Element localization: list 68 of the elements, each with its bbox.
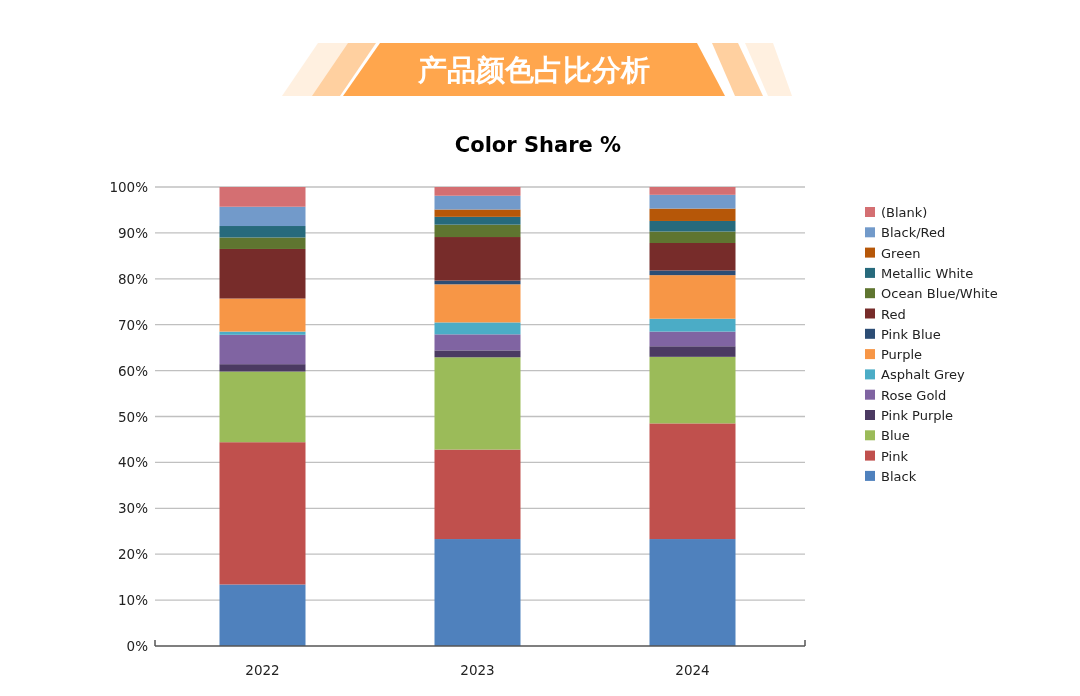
legend-label: Green — [881, 245, 921, 261]
bar — [219, 187, 306, 207]
y-tick-label: 20% — [117, 546, 149, 563]
bar — [649, 243, 736, 271]
bar — [434, 334, 521, 351]
bar — [649, 194, 736, 209]
legend-label: Asphalt Grey — [881, 367, 966, 383]
bar — [434, 237, 521, 281]
bar — [649, 356, 736, 424]
bar — [649, 187, 736, 195]
bar — [434, 195, 521, 210]
bar — [219, 226, 306, 238]
y-tick-label: 60% — [117, 362, 149, 379]
legend-label: Rose Gold — [881, 387, 947, 403]
y-tick-label: 30% — [117, 500, 149, 517]
y-tick-label: 90% — [117, 224, 149, 241]
y-tick-label: 70% — [117, 316, 149, 333]
y-tick-label: 40% — [117, 454, 149, 471]
bar — [219, 206, 306, 227]
bar — [434, 357, 521, 450]
bar — [219, 298, 306, 332]
bar — [434, 216, 521, 225]
x-tick-label: 2024 — [675, 662, 710, 678]
bar — [649, 346, 736, 357]
legend-label: Pink Blue — [881, 326, 941, 342]
y-tick-label: 100% — [109, 179, 149, 195]
legend-label: (Blank) — [881, 205, 928, 220]
bar — [649, 220, 736, 232]
bar — [434, 350, 521, 358]
bar — [434, 224, 521, 238]
legend-label: Blue — [881, 428, 910, 444]
bar — [649, 208, 736, 221]
legend-label: Black — [881, 468, 917, 484]
legend-label: Black/Red — [881, 225, 946, 241]
legend-label: Pink — [881, 448, 909, 464]
legend-label: Purple — [881, 347, 923, 363]
legend-label: Metallic White — [881, 265, 974, 281]
bar — [219, 371, 306, 443]
bar — [434, 284, 521, 323]
bar — [649, 423, 736, 540]
bar — [649, 539, 736, 646]
y-tick-label: 10% — [117, 592, 149, 609]
chart-subtitle: Color Share % — [454, 133, 622, 157]
bar — [219, 584, 306, 646]
bar — [219, 248, 306, 299]
y-tick-label: 50% — [117, 408, 149, 425]
bar — [219, 442, 306, 585]
chart-title: 产品颜色占比分析 — [417, 53, 650, 87]
bar — [649, 231, 736, 243]
x-tick-label: 2022 — [245, 662, 280, 678]
bar — [434, 187, 521, 196]
legend-label: Red — [881, 306, 906, 322]
bar — [434, 539, 521, 646]
bar — [434, 322, 521, 335]
bar — [649, 331, 736, 347]
x-tick-label: 2023 — [460, 662, 495, 678]
bar — [434, 209, 521, 217]
bar — [434, 449, 521, 540]
legend-label: Ocean Blue/White — [881, 286, 998, 302]
bar — [219, 331, 306, 335]
bar — [219, 237, 306, 249]
bar — [649, 318, 736, 332]
y-tick-label: 80% — [117, 270, 149, 287]
legend-label: Pink Purple — [881, 408, 954, 423]
bar — [219, 364, 306, 372]
bar — [649, 275, 736, 319]
y-tick-label: 0% — [126, 638, 149, 654]
bar — [219, 334, 306, 365]
